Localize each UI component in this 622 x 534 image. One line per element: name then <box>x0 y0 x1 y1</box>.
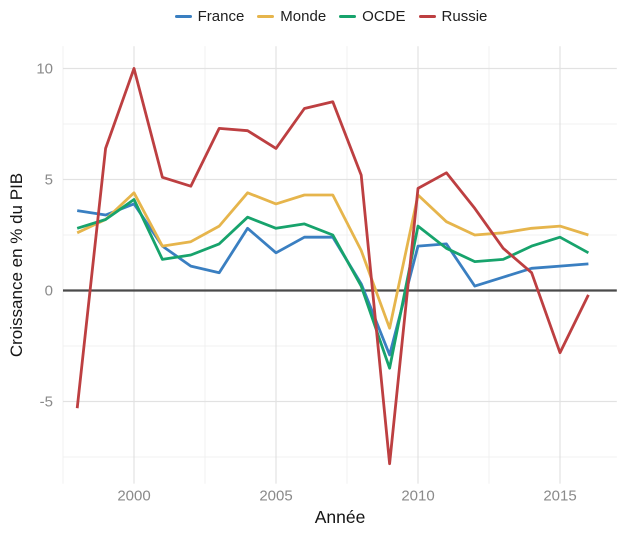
y-tick-label-5: 5 <box>45 172 53 189</box>
legend-key-france-icon <box>174 14 192 18</box>
y-tick-label-0: 0 <box>45 283 53 300</box>
legend-key-ocde-icon <box>339 14 357 18</box>
legend-item-france: France <box>174 7 245 25</box>
x-tick-label-2010: 2010 <box>401 488 434 505</box>
series-line-russie <box>75 67 590 466</box>
legend-item-ocde: OCDE <box>339 7 406 25</box>
legend-item-russie: Russie <box>418 7 488 25</box>
legend-label-ocde: OCDE <box>362 7 406 25</box>
y-axis-title: Croissance en % du PIB <box>7 172 26 358</box>
series-line-ocde <box>76 198 590 370</box>
legend-key-monde-icon <box>257 14 275 18</box>
x-tick-label-2000: 2000 <box>117 488 150 505</box>
legend-label-russie: Russie <box>441 7 488 25</box>
chart-legend: France Monde OCDE Russie <box>40 6 622 26</box>
x-axis-title: Année <box>314 507 366 527</box>
legend-key-russie-icon <box>418 14 436 18</box>
legend-item-monde: Monde <box>257 9 326 24</box>
y-tick-label--5: -5 <box>40 394 53 411</box>
y-tick-label-10: 10 <box>36 61 53 78</box>
legend-label-france: France <box>197 7 245 25</box>
series-line-france <box>76 202 589 357</box>
x-tick-label-2015: 2015 <box>543 488 576 505</box>
x-tick-label-2005: 2005 <box>259 488 292 505</box>
series-line-monde <box>76 191 589 330</box>
legend-label-monde: Monde <box>280 7 327 25</box>
